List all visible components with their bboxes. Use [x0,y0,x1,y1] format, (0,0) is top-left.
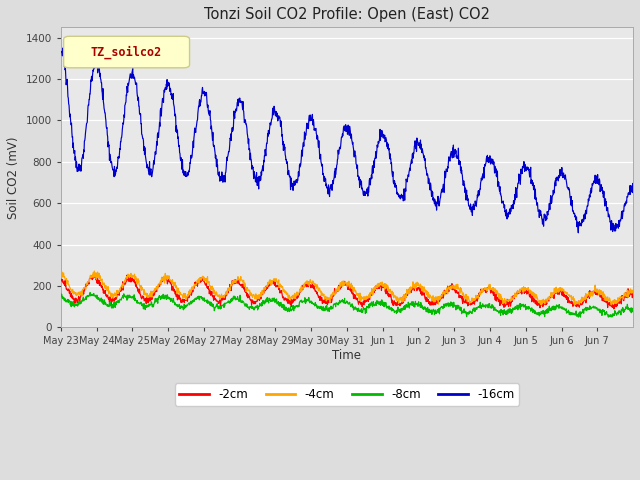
Y-axis label: Soil CO2 (mV): Soil CO2 (mV) [7,136,20,218]
Title: Tonzi Soil CO2 Profile: Open (East) CO2: Tonzi Soil CO2 Profile: Open (East) CO2 [204,7,490,22]
Legend: -2cm, -4cm, -8cm, -16cm: -2cm, -4cm, -8cm, -16cm [175,383,519,406]
Text: TZ_soilco2: TZ_soilco2 [91,45,162,59]
FancyBboxPatch shape [63,36,189,68]
X-axis label: Time: Time [332,349,362,362]
